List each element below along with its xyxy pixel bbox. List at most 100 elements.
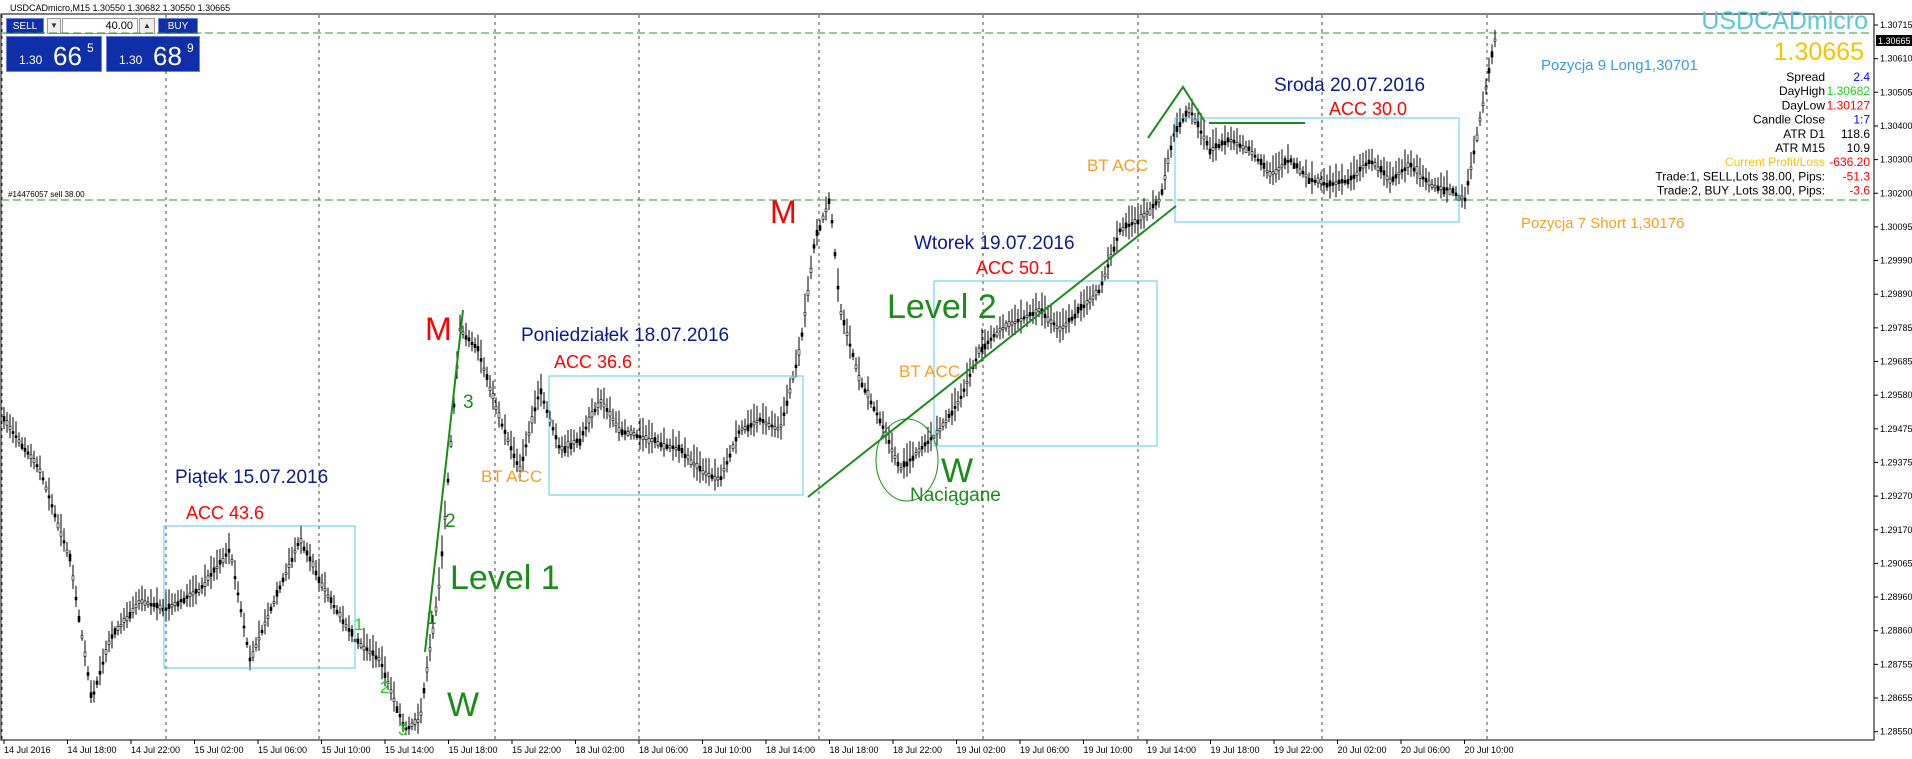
candle-body: [662, 443, 666, 450]
candle-body: [1100, 280, 1104, 286]
candle-body: [263, 621, 267, 626]
candle-body: [1373, 162, 1377, 167]
candle-body: [1067, 317, 1071, 323]
price-tick-label: 1.29475: [1880, 424, 1912, 434]
candle-body: [695, 462, 699, 469]
candle-body: [881, 425, 885, 429]
candle-body: [239, 609, 243, 613]
candle-body: [611, 417, 615, 421]
candle-body: [1241, 145, 1245, 150]
candle-body: [644, 435, 648, 440]
candle-body: [1421, 176, 1425, 180]
candle-body: [5, 420, 9, 426]
candle-body: [314, 570, 318, 576]
candle-body: [650, 438, 654, 442]
candle-body: [1277, 166, 1281, 171]
candle-body: [689, 459, 693, 465]
time-tick-label: 15 Jul 02:00: [195, 745, 244, 755]
info-value: 1:7: [1853, 113, 1870, 127]
candle-body: [74, 596, 78, 601]
candle-body: [158, 604, 162, 610]
candle-body: [317, 576, 321, 583]
candle-body: [14, 435, 18, 439]
buy-price-button[interactable]: 1.30 68 9: [106, 36, 200, 72]
price-tick-label: 1.29065: [1880, 558, 1912, 568]
candle-body: [1034, 309, 1038, 314]
candle-body: [101, 661, 105, 665]
buy-button[interactable]: BUY: [158, 18, 198, 34]
candle-body: [152, 603, 156, 607]
candle-body: [221, 558, 225, 564]
candle-body: [1085, 300, 1089, 305]
candle-body: [134, 604, 138, 608]
time-tick-label: 14 Jul 2016: [4, 745, 51, 755]
candle-body: [761, 419, 765, 423]
candle-body: [1367, 159, 1371, 164]
candle-body: [1418, 173, 1422, 179]
candle-body: [251, 651, 255, 658]
candle-body: [200, 585, 204, 589]
candle-body: [830, 220, 834, 224]
candle-body: [1268, 171, 1272, 177]
candle-body: [827, 198, 831, 204]
candle-body: [248, 657, 252, 662]
info-value: 10.9: [1847, 141, 1871, 155]
candle-body: [704, 471, 708, 476]
candle-body: [701, 470, 705, 475]
candle-body: [743, 426, 747, 430]
candle-body: [863, 388, 867, 393]
candle-body: [65, 549, 69, 554]
sell-price-button[interactable]: 1.30 66 5: [6, 36, 102, 72]
candle-body: [953, 405, 957, 409]
candle-body: [41, 477, 45, 481]
candle-body: [176, 601, 180, 607]
label-pozycja-long: Pozycja 9 Long1,30701: [1541, 57, 1698, 74]
candle-body: [1205, 140, 1209, 146]
candle-body: [1427, 180, 1431, 186]
candle-body: [716, 476, 720, 481]
candle-body: [218, 559, 222, 565]
candle-body: [407, 726, 411, 730]
candle-body: [935, 430, 939, 435]
candle-body: [1484, 86, 1488, 90]
lot-size-input[interactable]: 40.00: [62, 18, 138, 34]
candle-body: [1058, 326, 1062, 332]
buy-price-prefix: 1.30: [119, 53, 143, 67]
candle-body: [1319, 179, 1323, 185]
candle-body: [956, 401, 960, 405]
range-box-monday: [548, 375, 804, 496]
candle-body: [575, 438, 579, 443]
price-axis: 1.30715 1.30610 1.30505 1.30400 1.30300 1.302…: [1874, 20, 1912, 737]
candle-body: [590, 411, 594, 418]
candle-body: [1442, 187, 1446, 195]
candle-body: [299, 538, 303, 544]
info-label: Trade:1, SELL,Lots 38.00, Pips:: [1655, 169, 1825, 183]
time-tick-label: 18 Jul 06:00: [639, 745, 688, 755]
candle-body: [992, 334, 996, 338]
label-piatek-day: Piątek 15.07.2016: [175, 467, 328, 488]
candle-body: [368, 650, 372, 654]
candle-body: [293, 550, 297, 554]
candle-body: [188, 592, 192, 598]
candle-body: [428, 647, 432, 652]
candle-body: [245, 641, 249, 645]
candle-body: [1304, 173, 1308, 178]
candle-body: [440, 551, 444, 557]
candle-body: [419, 711, 423, 716]
candle-body: [1220, 140, 1224, 146]
candle-body: [653, 437, 657, 443]
candle-body: [722, 468, 726, 472]
price-tick-label: 1.30505: [1880, 87, 1912, 97]
candle-body: [692, 462, 696, 466]
candle-body: [878, 418, 882, 424]
candle-body: [1112, 246, 1116, 252]
candle-body: [539, 388, 543, 395]
time-tick-label: 18 Jul 22:00: [893, 745, 942, 755]
candle-body: [1343, 179, 1347, 184]
price-tick-label: 1.30200: [1880, 188, 1912, 198]
candle-body: [1064, 322, 1068, 327]
candle-body: [734, 437, 738, 442]
candle-body: [1196, 121, 1200, 128]
candle-body: [326, 594, 330, 598]
